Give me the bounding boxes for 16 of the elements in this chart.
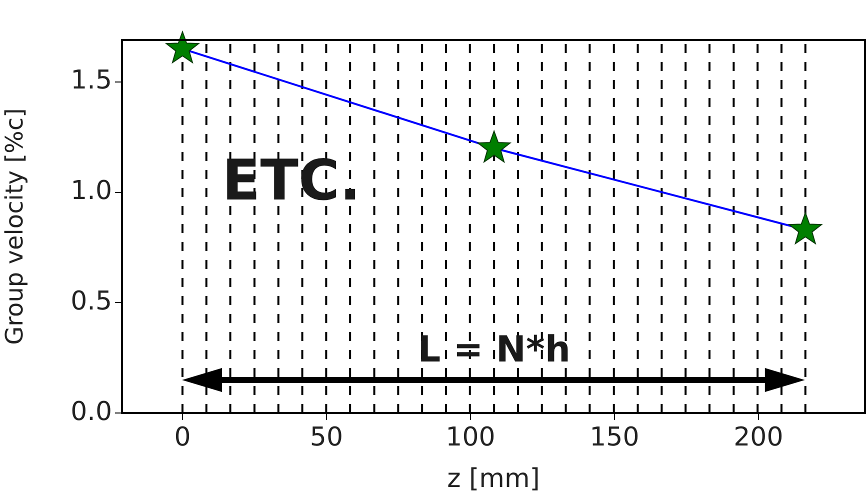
point (166, 31, 200, 64)
x-tick-label: 100 (446, 422, 496, 452)
annotation: L = N*h (418, 329, 570, 370)
x-axis-title: z [mm] (447, 464, 540, 494)
x-tick-label: 50 (310, 422, 344, 452)
y-tick-label: 1.0 (70, 176, 112, 206)
x-tick-label: 0 (174, 422, 191, 452)
annotation: ETC. (222, 148, 361, 214)
x-tick-label: 200 (734, 422, 784, 452)
y-axis-title: Group velocity [%c] (0, 108, 29, 345)
y-tick-label: 0.0 (70, 396, 112, 427)
x-tick-label: 150 (590, 422, 640, 452)
y-tick-label: 1.5 (70, 66, 112, 96)
y-tick-label: 0.5 (70, 286, 112, 316)
point (788, 212, 822, 244)
point (477, 130, 511, 162)
